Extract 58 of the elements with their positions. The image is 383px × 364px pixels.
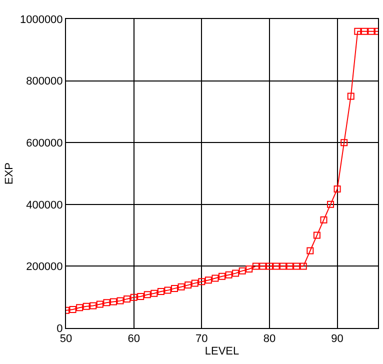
point: [178, 283, 185, 290]
point: [137, 292, 144, 300]
point: [130, 294, 138, 301]
point: [334, 185, 341, 192]
y-tick-label: 0: [56, 322, 63, 335]
point: [204, 276, 212, 284]
point: [300, 262, 307, 270]
y-tick-label: 400000: [26, 199, 63, 212]
point: [340, 139, 348, 146]
point: [76, 304, 84, 312]
point: [110, 298, 117, 306]
point: [368, 28, 375, 35]
point: [82, 302, 90, 310]
point: [252, 262, 260, 270]
point: [157, 288, 164, 296]
point: [280, 262, 287, 270]
point: [313, 232, 320, 239]
point: [198, 278, 206, 286]
point: [171, 284, 178, 292]
point: [69, 306, 76, 313]
point: [218, 272, 226, 280]
point: [103, 299, 110, 306]
point: [293, 262, 300, 270]
point: [116, 297, 124, 304]
y-tick-label: 600000: [26, 137, 63, 150]
point: [246, 265, 253, 272]
y-tick-label: 200000: [26, 261, 63, 274]
point: [144, 291, 151, 298]
point: [164, 286, 172, 294]
point: [354, 28, 362, 35]
point: [272, 262, 280, 270]
point: [306, 247, 314, 254]
point: [212, 274, 219, 282]
x-axis-title: LEVEL: [204, 345, 240, 358]
point: [286, 262, 294, 270]
point: [124, 295, 131, 302]
point: [320, 216, 328, 224]
x-tick-label: 50: [60, 333, 72, 346]
point: [327, 200, 334, 208]
x-tick-label: 70: [196, 333, 208, 346]
point: [191, 280, 198, 287]
point: [266, 262, 273, 270]
point: [150, 290, 158, 297]
point: [225, 271, 232, 278]
x-tick-label: 90: [331, 333, 344, 346]
y-axis-title: EXP: [4, 162, 16, 185]
x-tick-label: 80: [263, 333, 276, 346]
y-tick-label: 1000000: [20, 14, 63, 26]
y-tick-label: 800000: [26, 76, 63, 88]
point: [96, 300, 104, 308]
point: [90, 302, 97, 310]
point: [238, 267, 246, 274]
point: [259, 262, 266, 270]
point: [347, 92, 354, 100]
point: [184, 282, 192, 289]
x-tick-label: 60: [128, 333, 140, 346]
point: [360, 28, 368, 35]
point: [232, 270, 240, 277]
